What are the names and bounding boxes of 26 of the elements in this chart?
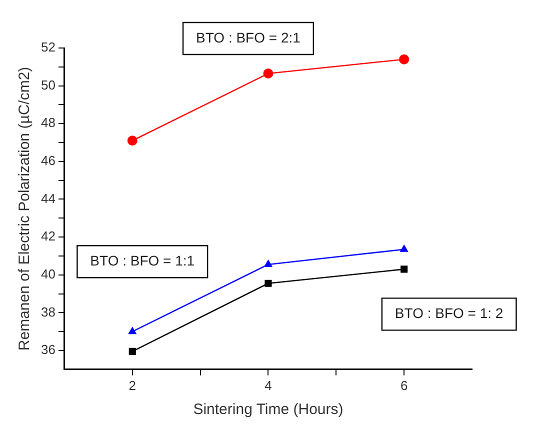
y-tick-label: 52 [40,40,56,55]
point [264,259,273,267]
y-tick-label: 42 [40,228,56,244]
text: BTO : BFO = 1: 2 [394,305,504,322]
point [128,326,137,334]
text: BTO : BFO = 1:1 [90,252,195,268]
point [400,244,408,252]
y-tick-label: 50 [40,77,56,92]
y-tick-label: 40 [40,266,56,282]
point [399,54,410,64]
x-axis-title: Sintering Time (Hours) [193,401,344,418]
y-tick-label: 46 [40,153,56,168]
y-tick-label: 38 [40,304,56,320]
x-tick-label: 6 [400,378,408,393]
point [128,348,136,355]
y-tick-label: 44 [40,190,56,206]
point [263,68,274,79]
x-tick-label: 4 [264,378,272,393]
y-tick-label: 48 [40,115,56,130]
y-tick-label: 36 [40,342,56,358]
x-tick-label: 2 [128,378,136,393]
y-axis-title: Remanen of Electric Polarization (µC/cm2) [16,66,34,351]
point [127,136,138,146]
point [264,280,272,287]
series-label: BTO : BFO = 2:1 [196,29,301,46]
point [400,266,408,273]
